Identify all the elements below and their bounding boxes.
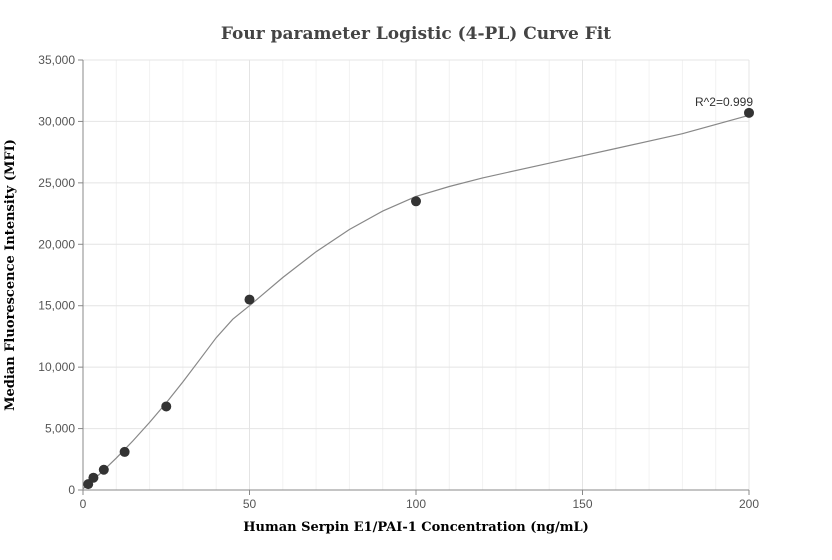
y-axis-ticks: 0 5,000 10,000 15,000 20,000 25,000 30,000 35,0… bbox=[38, 53, 83, 497]
data-point bbox=[119, 446, 130, 457]
grid bbox=[82, 59, 750, 491]
x-axis-ticks: 0 50 100 150 200 bbox=[80, 490, 759, 511]
x-tick-label: 200 bbox=[739, 497, 759, 511]
x-axis-label: Human Serpin E1/PAI-1 Concentration (ng/… bbox=[243, 520, 589, 535]
x-tick-label: 100 bbox=[406, 497, 426, 511]
y-tick-label: 25,000 bbox=[38, 176, 75, 190]
y-tick-label: 30,000 bbox=[38, 114, 75, 128]
x-tick-label: 50 bbox=[243, 497, 257, 511]
annotations: R^2=0.999 bbox=[695, 95, 753, 109]
fit-curve bbox=[82, 114, 750, 490]
y-tick-label: 10,000 bbox=[38, 360, 75, 374]
data-point bbox=[88, 472, 99, 483]
y-axis-label: Median Fluorescence Intensity (MFI) bbox=[3, 139, 18, 411]
data-points bbox=[83, 107, 754, 490]
data-point bbox=[244, 294, 255, 305]
x-tick-label: 150 bbox=[572, 497, 592, 511]
data-point bbox=[161, 401, 172, 412]
y-tick-label: 5,000 bbox=[45, 422, 75, 436]
chart-title: Four parameter Logistic (4-PL) Curve Fit bbox=[221, 24, 611, 44]
data-point bbox=[744, 107, 754, 118]
data-point bbox=[411, 196, 421, 207]
y-tick-label: 0 bbox=[68, 483, 75, 497]
y-tick-label: 20,000 bbox=[38, 237, 75, 251]
y-tick-label: 15,000 bbox=[38, 299, 75, 313]
x-tick-label: 0 bbox=[80, 497, 87, 511]
y-tick-label: 35,000 bbox=[38, 53, 75, 67]
r-squared-annotation: R^2=0.999 bbox=[695, 95, 753, 109]
data-point bbox=[98, 464, 109, 475]
